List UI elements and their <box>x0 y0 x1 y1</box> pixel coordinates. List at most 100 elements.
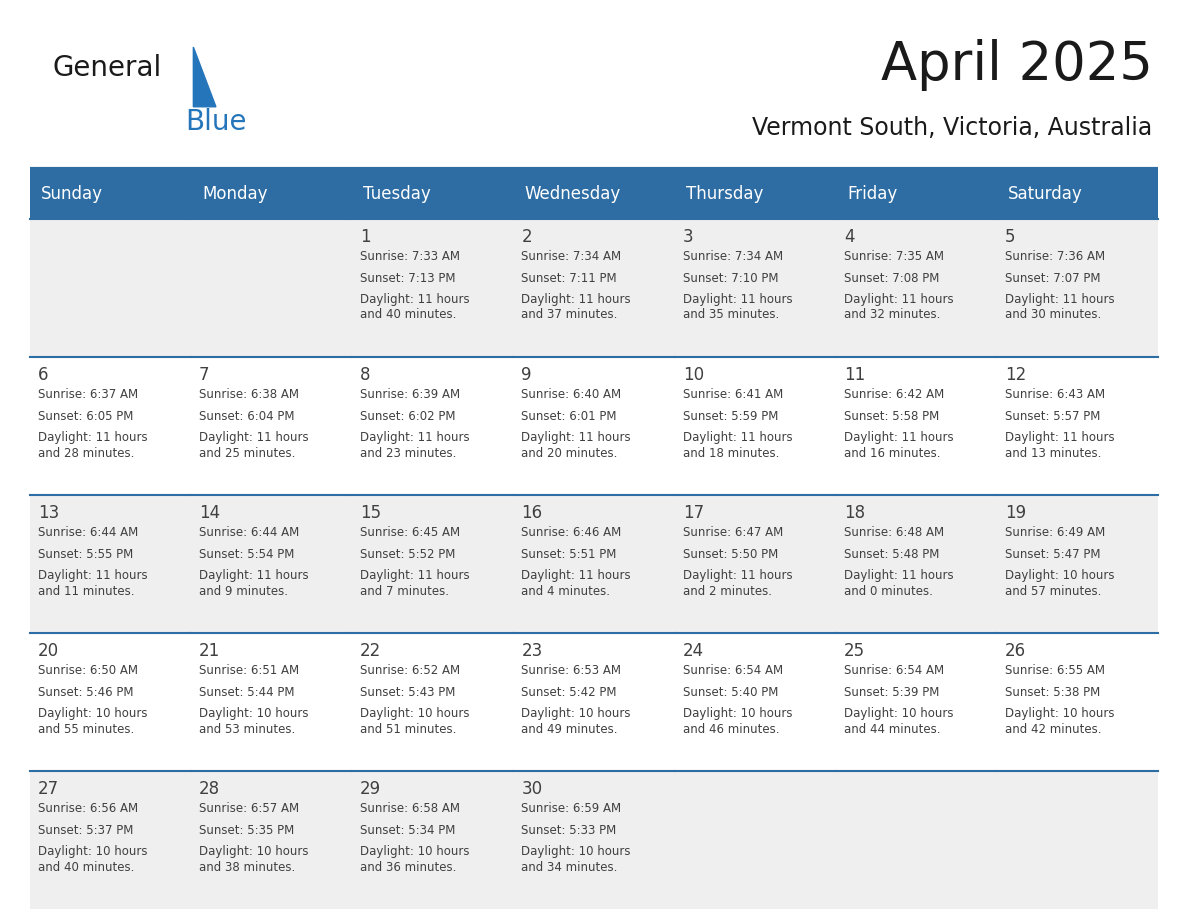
Text: Sunday: Sunday <box>40 185 103 203</box>
Text: Sunset: 5:38 PM: Sunset: 5:38 PM <box>1005 686 1100 699</box>
Text: Daylight: 11 hours
and 30 minutes.: Daylight: 11 hours and 30 minutes. <box>1005 293 1114 321</box>
Text: Sunset: 5:59 PM: Sunset: 5:59 PM <box>683 409 778 422</box>
Text: Daylight: 11 hours
and 25 minutes.: Daylight: 11 hours and 25 minutes. <box>198 431 309 460</box>
Text: Sunrise: 7:35 AM: Sunrise: 7:35 AM <box>843 250 944 263</box>
Text: Daylight: 11 hours
and 16 minutes.: Daylight: 11 hours and 16 minutes. <box>843 431 954 460</box>
Text: Daylight: 11 hours
and 4 minutes.: Daylight: 11 hours and 4 minutes. <box>522 569 631 598</box>
Text: Sunrise: 6:45 AM: Sunrise: 6:45 AM <box>360 526 460 539</box>
Text: Sunrise: 6:53 AM: Sunrise: 6:53 AM <box>522 665 621 677</box>
Polygon shape <box>194 47 216 106</box>
Text: Sunrise: 6:59 AM: Sunrise: 6:59 AM <box>522 802 621 815</box>
Text: 22: 22 <box>360 643 381 660</box>
Text: Monday: Monday <box>202 185 267 203</box>
Text: Sunrise: 6:48 AM: Sunrise: 6:48 AM <box>843 526 944 539</box>
Text: 3: 3 <box>683 228 694 246</box>
Text: Sunrise: 7:33 AM: Sunrise: 7:33 AM <box>360 250 460 263</box>
Text: 1: 1 <box>360 228 371 246</box>
Text: 28: 28 <box>198 780 220 799</box>
Text: 12: 12 <box>1005 366 1026 384</box>
Text: Daylight: 10 hours
and 44 minutes.: Daylight: 10 hours and 44 minutes. <box>843 707 954 735</box>
Text: Sunset: 5:43 PM: Sunset: 5:43 PM <box>360 686 455 699</box>
Text: Daylight: 11 hours
and 37 minutes.: Daylight: 11 hours and 37 minutes. <box>522 293 631 321</box>
Text: Sunrise: 6:49 AM: Sunrise: 6:49 AM <box>1005 526 1105 539</box>
Text: Sunrise: 6:42 AM: Sunrise: 6:42 AM <box>843 388 944 401</box>
Text: Daylight: 11 hours
and 28 minutes.: Daylight: 11 hours and 28 minutes. <box>38 431 147 460</box>
Text: Daylight: 10 hours
and 46 minutes.: Daylight: 10 hours and 46 minutes. <box>683 707 792 735</box>
Text: 24: 24 <box>683 643 703 660</box>
Text: Sunrise: 6:52 AM: Sunrise: 6:52 AM <box>360 665 460 677</box>
Text: Sunset: 7:13 PM: Sunset: 7:13 PM <box>360 272 456 285</box>
Text: 4: 4 <box>843 228 854 246</box>
Text: Sunset: 5:54 PM: Sunset: 5:54 PM <box>198 548 295 561</box>
Text: Sunset: 6:05 PM: Sunset: 6:05 PM <box>38 409 133 422</box>
Text: Sunrise: 7:36 AM: Sunrise: 7:36 AM <box>1005 250 1105 263</box>
Text: Sunrise: 6:38 AM: Sunrise: 6:38 AM <box>198 388 299 401</box>
Text: Daylight: 10 hours
and 38 minutes.: Daylight: 10 hours and 38 minutes. <box>198 845 309 874</box>
Text: Sunrise: 6:57 AM: Sunrise: 6:57 AM <box>198 802 299 815</box>
Text: Sunset: 5:44 PM: Sunset: 5:44 PM <box>198 686 295 699</box>
Text: Sunset: 7:08 PM: Sunset: 7:08 PM <box>843 272 940 285</box>
Text: Sunset: 5:34 PM: Sunset: 5:34 PM <box>360 823 455 837</box>
Text: Sunset: 5:58 PM: Sunset: 5:58 PM <box>843 409 940 422</box>
Text: Daylight: 10 hours
and 36 minutes.: Daylight: 10 hours and 36 minutes. <box>360 845 469 874</box>
Text: 30: 30 <box>522 780 543 799</box>
Text: 19: 19 <box>1005 504 1026 522</box>
Text: Sunrise: 6:54 AM: Sunrise: 6:54 AM <box>683 665 783 677</box>
Text: 16: 16 <box>522 504 543 522</box>
Text: Sunrise: 6:44 AM: Sunrise: 6:44 AM <box>38 526 138 539</box>
Text: Sunset: 5:46 PM: Sunset: 5:46 PM <box>38 686 133 699</box>
Text: Daylight: 11 hours
and 7 minutes.: Daylight: 11 hours and 7 minutes. <box>360 569 469 598</box>
Text: Daylight: 10 hours
and 42 minutes.: Daylight: 10 hours and 42 minutes. <box>1005 707 1114 735</box>
Text: Daylight: 11 hours
and 35 minutes.: Daylight: 11 hours and 35 minutes. <box>683 293 792 321</box>
Text: Sunset: 5:47 PM: Sunset: 5:47 PM <box>1005 548 1100 561</box>
Text: Daylight: 10 hours
and 55 minutes.: Daylight: 10 hours and 55 minutes. <box>38 707 147 735</box>
Text: 9: 9 <box>522 366 532 384</box>
Text: Sunrise: 6:58 AM: Sunrise: 6:58 AM <box>360 802 460 815</box>
Text: Daylight: 10 hours
and 49 minutes.: Daylight: 10 hours and 49 minutes. <box>522 707 631 735</box>
Text: Sunrise: 6:43 AM: Sunrise: 6:43 AM <box>1005 388 1105 401</box>
Text: Sunrise: 6:47 AM: Sunrise: 6:47 AM <box>683 526 783 539</box>
Text: Sunrise: 6:50 AM: Sunrise: 6:50 AM <box>38 665 138 677</box>
Text: Sunset: 5:33 PM: Sunset: 5:33 PM <box>522 823 617 837</box>
Text: Sunrise: 6:55 AM: Sunrise: 6:55 AM <box>1005 665 1105 677</box>
Text: Sunrise: 6:37 AM: Sunrise: 6:37 AM <box>38 388 138 401</box>
Text: Sunset: 7:07 PM: Sunset: 7:07 PM <box>1005 272 1100 285</box>
Text: 15: 15 <box>360 504 381 522</box>
Text: Daylight: 10 hours
and 51 minutes.: Daylight: 10 hours and 51 minutes. <box>360 707 469 735</box>
Text: 25: 25 <box>843 643 865 660</box>
Text: Daylight: 10 hours
and 53 minutes.: Daylight: 10 hours and 53 minutes. <box>198 707 309 735</box>
Text: 7: 7 <box>198 366 209 384</box>
Text: Sunset: 7:10 PM: Sunset: 7:10 PM <box>683 272 778 285</box>
Text: Daylight: 11 hours
and 13 minutes.: Daylight: 11 hours and 13 minutes. <box>1005 431 1114 460</box>
Text: Sunrise: 6:46 AM: Sunrise: 6:46 AM <box>522 526 621 539</box>
Text: Daylight: 11 hours
and 9 minutes.: Daylight: 11 hours and 9 minutes. <box>198 569 309 598</box>
Text: 26: 26 <box>1005 643 1026 660</box>
Text: Sunset: 6:02 PM: Sunset: 6:02 PM <box>360 409 456 422</box>
Text: 13: 13 <box>38 504 59 522</box>
Text: 27: 27 <box>38 780 59 799</box>
Text: Daylight: 11 hours
and 18 minutes.: Daylight: 11 hours and 18 minutes. <box>683 431 792 460</box>
Text: Sunset: 5:35 PM: Sunset: 5:35 PM <box>198 823 295 837</box>
Text: Sunrise: 6:40 AM: Sunrise: 6:40 AM <box>522 388 621 401</box>
Text: Sunrise: 6:51 AM: Sunrise: 6:51 AM <box>198 665 299 677</box>
Text: Daylight: 11 hours
and 11 minutes.: Daylight: 11 hours and 11 minutes. <box>38 569 147 598</box>
Text: Wednesday: Wednesday <box>525 185 621 203</box>
Text: Daylight: 10 hours
and 34 minutes.: Daylight: 10 hours and 34 minutes. <box>522 845 631 874</box>
Text: Sunset: 5:37 PM: Sunset: 5:37 PM <box>38 823 133 837</box>
Text: Sunset: 5:40 PM: Sunset: 5:40 PM <box>683 686 778 699</box>
Text: Daylight: 11 hours
and 0 minutes.: Daylight: 11 hours and 0 minutes. <box>843 569 954 598</box>
Text: Sunset: 6:01 PM: Sunset: 6:01 PM <box>522 409 617 422</box>
Text: 10: 10 <box>683 366 703 384</box>
Text: Daylight: 11 hours
and 20 minutes.: Daylight: 11 hours and 20 minutes. <box>522 431 631 460</box>
Text: Sunset: 5:50 PM: Sunset: 5:50 PM <box>683 548 778 561</box>
Text: Daylight: 11 hours
and 2 minutes.: Daylight: 11 hours and 2 minutes. <box>683 569 792 598</box>
Text: Sunset: 6:04 PM: Sunset: 6:04 PM <box>198 409 295 422</box>
Text: Daylight: 10 hours
and 40 minutes.: Daylight: 10 hours and 40 minutes. <box>38 845 147 874</box>
Text: Sunset: 7:11 PM: Sunset: 7:11 PM <box>522 272 617 285</box>
Text: Blue: Blue <box>185 107 247 136</box>
Text: Sunset: 5:42 PM: Sunset: 5:42 PM <box>522 686 617 699</box>
Text: Sunrise: 6:39 AM: Sunrise: 6:39 AM <box>360 388 460 401</box>
Text: 17: 17 <box>683 504 703 522</box>
Text: Sunset: 5:57 PM: Sunset: 5:57 PM <box>1005 409 1100 422</box>
Text: Sunset: 5:51 PM: Sunset: 5:51 PM <box>522 548 617 561</box>
